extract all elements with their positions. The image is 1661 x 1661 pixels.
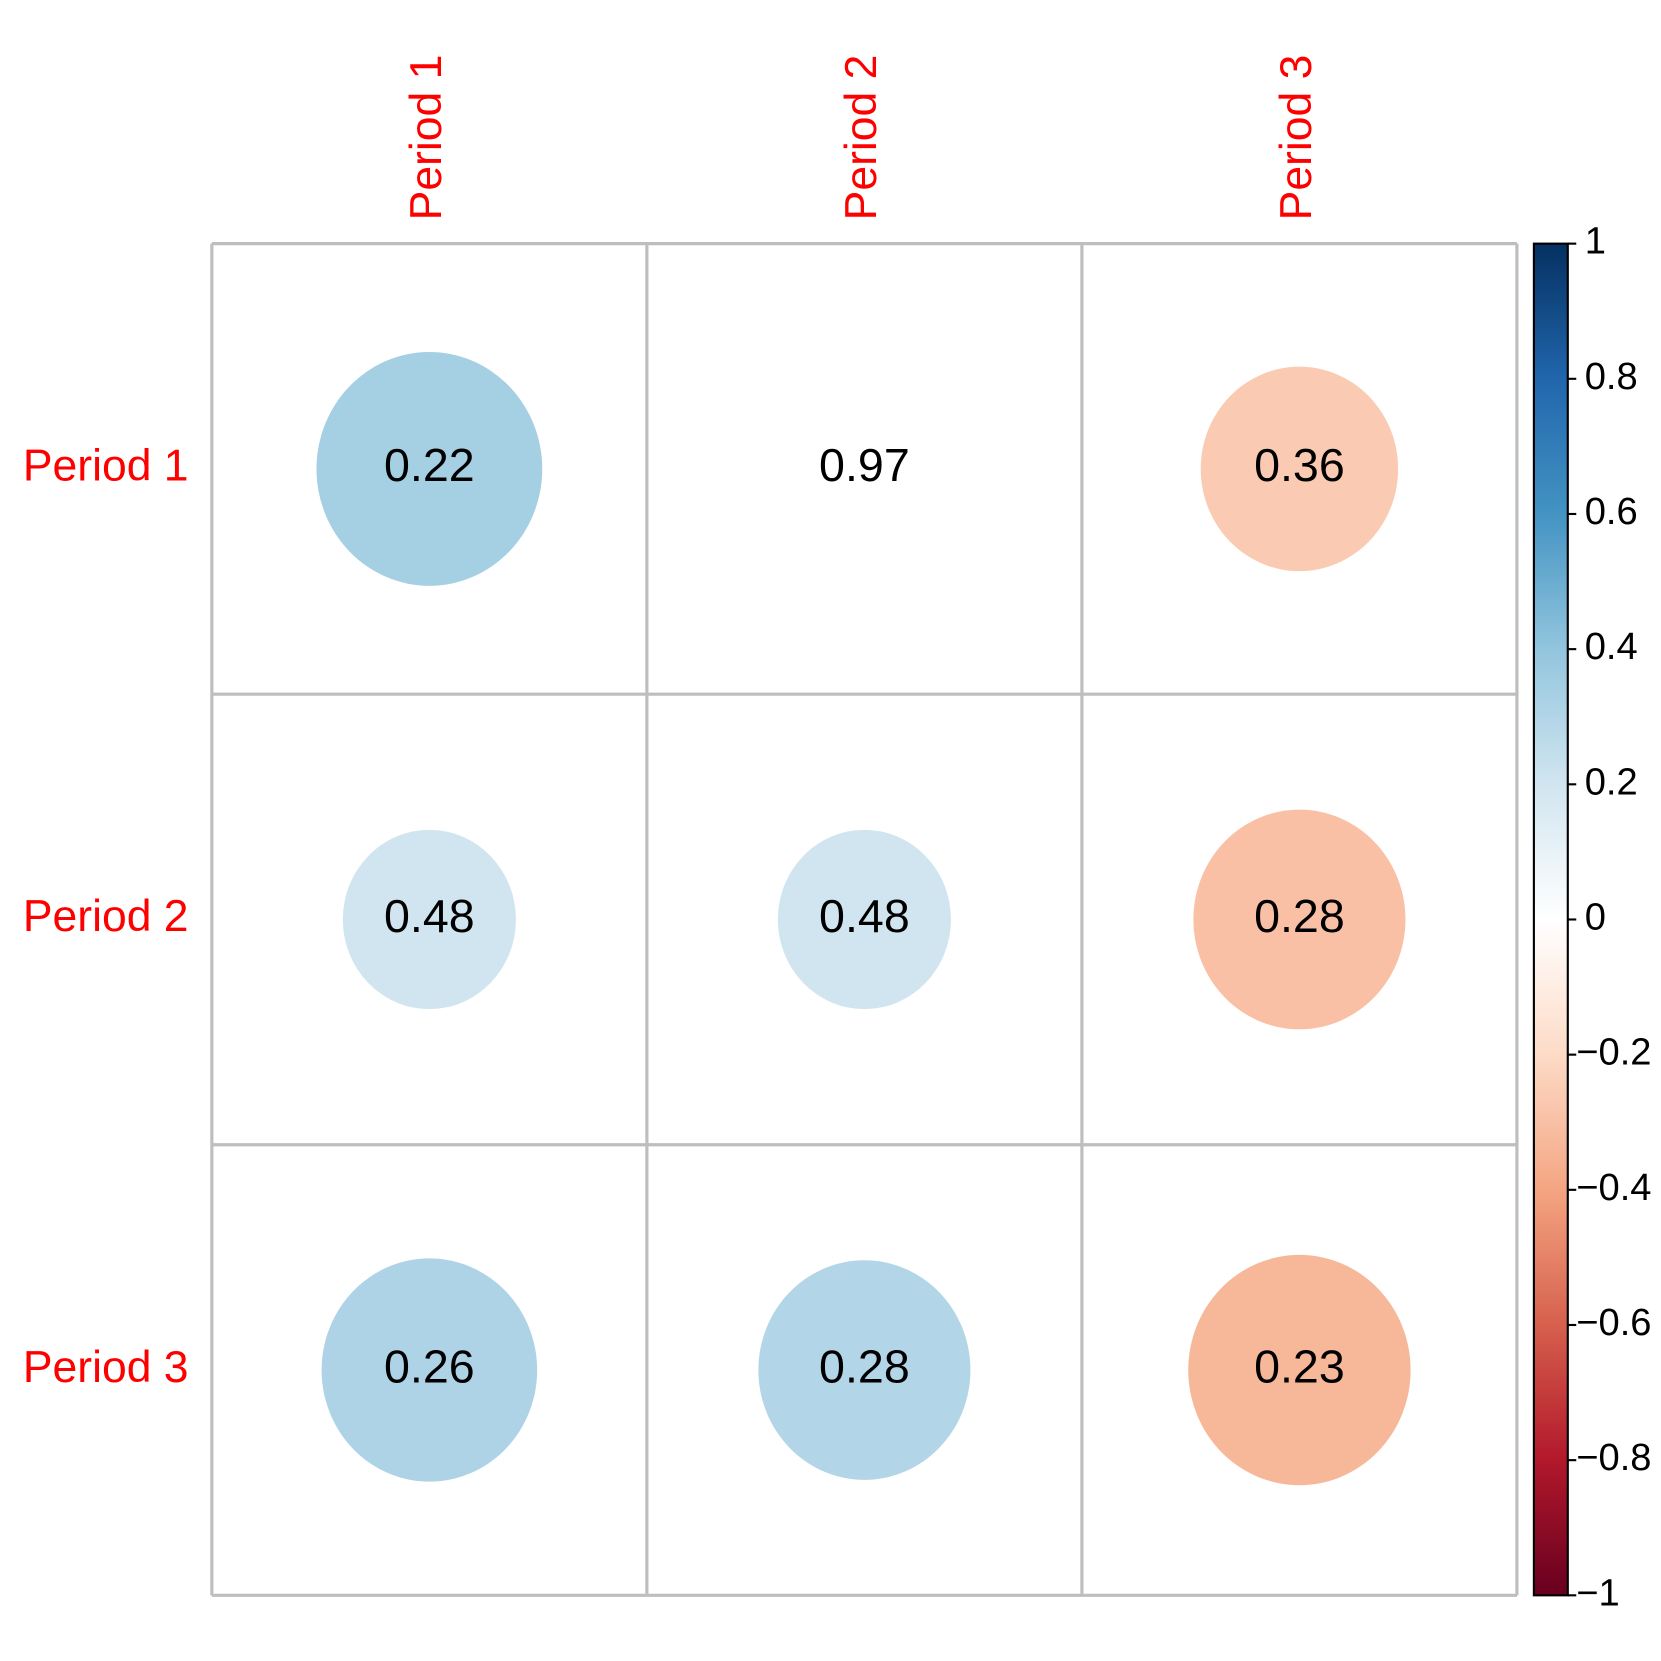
cell-text: 0.97 <box>819 439 910 491</box>
colorbar-tick-label: −0.2 <box>1576 1031 1651 1074</box>
cell-text: 0.48 <box>819 890 910 942</box>
cell-text: 0.22 <box>384 439 475 491</box>
cell-text: 0.36 <box>1254 439 1345 491</box>
colorbar-tick-label: 0.4 <box>1585 625 1638 668</box>
corr-circle <box>1188 1254 1411 1486</box>
colorbar <box>1532 242 1569 1597</box>
column-label: Period 1 <box>402 55 451 221</box>
colorbar-tick-label: −0.8 <box>1576 1436 1651 1479</box>
cell-text: 0.23 <box>1254 1340 1345 1392</box>
cell-text: 0.28 <box>819 1340 910 1392</box>
colorbar-tick-label: 0.2 <box>1585 760 1638 803</box>
corr-circle <box>758 1260 971 1480</box>
corr-circle <box>777 829 951 1010</box>
colorbar-tick-label: 0.8 <box>1585 355 1638 398</box>
colorbar-tick-label: −0.6 <box>1576 1301 1651 1344</box>
column-label: Period 2 <box>837 55 886 221</box>
corr-circle <box>1193 809 1406 1030</box>
colorbar-tick-label: −1 <box>1576 1571 1619 1614</box>
row-label: Period 3 <box>23 1343 189 1392</box>
corr-circle <box>321 1258 538 1482</box>
column-label: Period 3 <box>1272 55 1321 221</box>
colorbar-tick-label: −0.4 <box>1576 1166 1651 1209</box>
cell-text: 0.48 <box>384 890 475 942</box>
corr-circle <box>342 829 516 1010</box>
colorbar-tick-label: 0 <box>1585 896 1606 939</box>
row-label: Period 2 <box>23 892 189 941</box>
colorbar-tick-label: 0.6 <box>1585 490 1638 533</box>
cell-text: 0.28 <box>1254 890 1345 942</box>
row-label: Period 1 <box>23 442 189 491</box>
corr-circle <box>316 352 543 586</box>
colorbar-tick-label: 1 <box>1585 220 1606 263</box>
cell-text: 0.26 <box>384 1340 475 1392</box>
corr-circle <box>1200 366 1399 572</box>
